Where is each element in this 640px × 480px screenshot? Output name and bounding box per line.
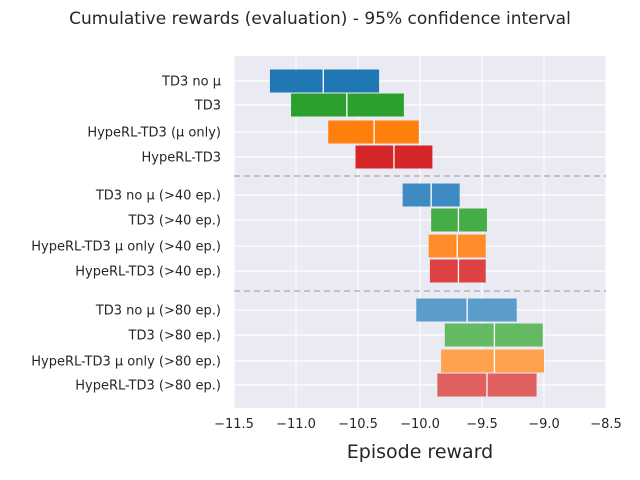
category-label: TD3 (194, 99, 221, 114)
group-separators (234, 175, 606, 292)
x-tick-label: −11.5 (214, 417, 254, 432)
category-label: HypeRL-TD3 (μ only) (87, 126, 221, 141)
category-label: HypeRL-TD3 μ only (>80 ep.) (31, 355, 221, 370)
x-tick-label: −9.5 (466, 417, 498, 432)
category-label: TD3 no μ (161, 75, 221, 90)
category-label: TD3 (>80 ep.) (128, 329, 221, 344)
category-label: HypeRL-TD3 (>80 ep.) (75, 379, 221, 394)
x-tick-label: −11.0 (276, 417, 316, 432)
x-axis-label: Episode reward (347, 441, 493, 463)
x-tick-labels: −11.5 −11.0 −10.5 −10.0 −9.5 −9.0 −8.5 (214, 417, 622, 432)
category-label: HypeRL-TD3 (142, 151, 222, 166)
ci-bar (269, 69, 380, 93)
category-label: TD3 no μ (>80 ep.) (95, 304, 221, 319)
category-label: HypeRL-TD3 (>40 ep.) (75, 265, 221, 280)
bars (269, 69, 544, 397)
x-tick-label: −10.5 (338, 417, 378, 432)
ci-bar (441, 349, 544, 373)
category-label: HypeRL-TD3 μ only (>40 ep.) (31, 240, 221, 255)
x-tick-label: −8.5 (590, 417, 622, 432)
x-tick-label: −9.0 (528, 417, 560, 432)
category-label: TD3 no μ (>40 ep.) (95, 189, 221, 204)
category-labels: TD3 no μ TD3 HypeRL-TD3 (μ only) HypeRL-TD3… (31, 75, 221, 394)
chart-title: Cumulative rewards (evaluation) - 95% co… (69, 9, 571, 29)
category-label: TD3 (>40 ep.) (128, 214, 221, 229)
x-tick-label: −10.0 (400, 417, 440, 432)
